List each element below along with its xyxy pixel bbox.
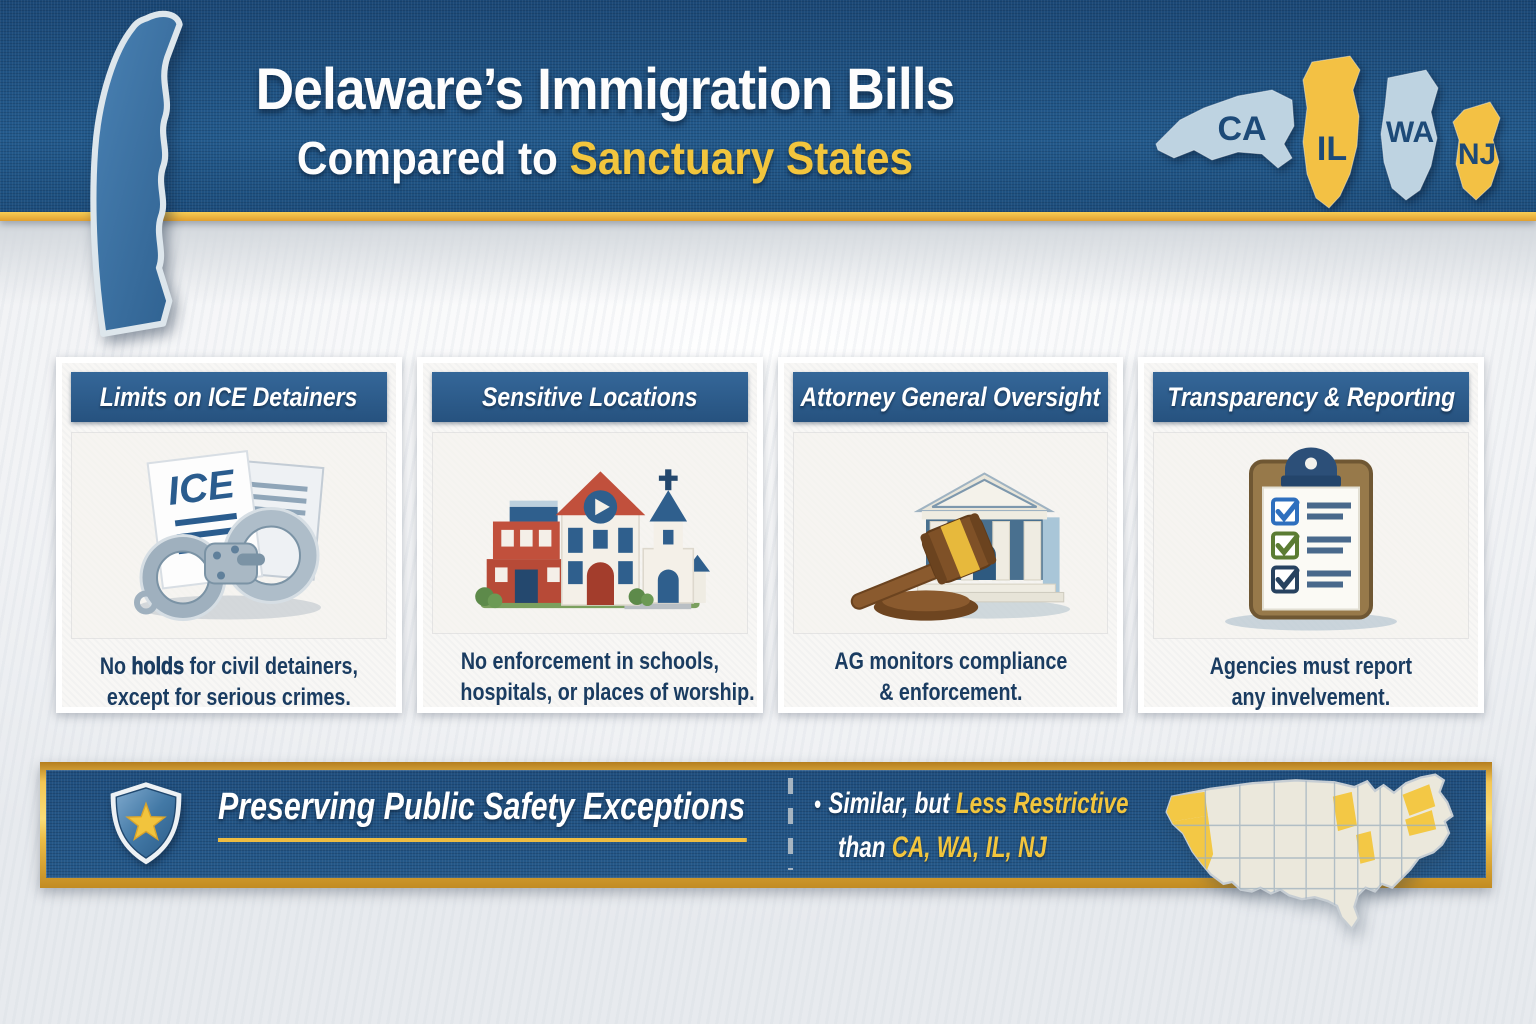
card-title: Attorney General Oversight [800, 381, 1101, 412]
banner-heading: Preserving Public Safety Exceptions [218, 786, 879, 842]
clipboard-checklist-icon [1225, 447, 1398, 631]
note-line-1: • Similar, but Less Restrictive [814, 787, 1129, 820]
bold-word: holds [131, 653, 185, 681]
card-title: Limits on ICE Detainers [100, 381, 358, 412]
caption-line-2: any invelvement. [1231, 684, 1391, 712]
card-ag-oversight-header: Attorney General Oversight [792, 372, 1109, 422]
note-line-2: than CA, WA, IL, NJ [838, 830, 1047, 864]
card-ice-detainers: Limits on ICE Detainers ICE [56, 357, 402, 713]
church-building [642, 469, 710, 604]
card-caption: AG monitors compliance & enforcement. [793, 646, 1109, 708]
public-safety-shield-icon [110, 782, 182, 865]
note-highlight: Less Restrictive [955, 787, 1129, 820]
header-shadow-fade [0, 221, 1536, 305]
card-transparency-reporting-header: Transparency & Reporting [1153, 372, 1469, 422]
card-transparency-reporting: Transparency & Reporting [1138, 357, 1484, 713]
school-hospital-church-icon [474, 469, 710, 610]
card-caption: Agencies must report any invelvement. [1153, 651, 1469, 713]
dashed-divider [788, 778, 793, 870]
ice-document-handcuffs-icon: ICE [133, 450, 325, 621]
card-sensitive-locations-header: Sensitive Locations [431, 372, 748, 422]
note-states-list: CA, WA, IL, NJ [891, 830, 1047, 864]
card-title: Transparency & Reporting [1167, 381, 1456, 412]
checkbox-row-blue [1271, 497, 1352, 526]
header-gold-divider [0, 212, 1536, 221]
us-outline [1165, 773, 1454, 931]
checkbox-row-green [1271, 531, 1352, 560]
gavel-icon [851, 513, 997, 621]
card-icon-box [792, 432, 1109, 634]
state-shape-il: IL [1302, 55, 1361, 209]
gavel-courthouse-icon [851, 472, 1071, 621]
card-icon-box: ICE [71, 432, 387, 639]
banner-note: • Similar, but Less Restrictive than CA, … [814, 782, 1233, 869]
checkbox-row-navy [1271, 565, 1352, 594]
title-block: Delaware’s Immigration Bills Compared to… [200, 56, 1010, 185]
card-caption: No holds for civil detainers, except for… [71, 651, 387, 713]
subtitle-prefix: Compared to [296, 132, 570, 184]
state-label-wa: WA [1386, 116, 1434, 149]
school-building [555, 471, 645, 606]
card-caption: No enforcement in schools, hospitals, or… [432, 646, 755, 708]
card-sensitive-locations: Sensitive Locations [416, 357, 763, 713]
card-icon-box [1153, 432, 1469, 639]
caption-line-1: Agencies must report [1209, 653, 1413, 680]
page-title: Delaware’s Immigration Bills [255, 57, 956, 122]
page-subtitle: Compared to Sanctuary States [232, 131, 977, 185]
policy-cards-row: Limits on ICE Detainers ICE [56, 357, 1484, 713]
card-icon-box [431, 432, 748, 634]
us-map-highlighted-states-icon [1165, 773, 1454, 931]
state-shape-nj: NJ [1452, 101, 1501, 201]
delaware-state-shape [90, 10, 183, 337]
caption-line-2: hospitals, or places of worship. [460, 679, 755, 707]
state-shape-ca: CA [1155, 89, 1295, 169]
state-label-il: IL [1317, 130, 1347, 168]
card-ag-oversight: Attorney General Oversight [777, 357, 1124, 713]
caption-line-2: & enforcement. [878, 679, 1022, 707]
subtitle-highlight: Sanctuary States [569, 132, 914, 184]
caption-line-2: except for serious crimes. [106, 684, 351, 712]
star-icon [125, 801, 167, 842]
highlighted-states [1166, 784, 1437, 881]
state-borders [1166, 779, 1451, 912]
state-label-ca: CA [1217, 110, 1266, 148]
delaware-outline [90, 10, 183, 337]
ice-label: ICE [165, 462, 238, 514]
caption-line-1: No holds for civil detainers, [99, 653, 358, 681]
handcuffs-icon [133, 507, 321, 621]
caption-line-1: AG monitors compliance [833, 648, 1067, 675]
hospital-building [486, 500, 566, 603]
state-label-nj: NJ [1458, 138, 1496, 171]
card-title: Sensitive Locations [481, 381, 698, 412]
caption-line-1: No enforcement in schools, [460, 648, 719, 675]
bushes [474, 587, 654, 609]
state-shape-wa: WA [1380, 69, 1439, 201]
bullet-icon: • [814, 789, 821, 819]
card-ice-detainers-header: Limits on ICE Detainers [71, 372, 387, 422]
sanctuary-state-shapes: CA IL WA NJ [1155, 55, 1501, 209]
